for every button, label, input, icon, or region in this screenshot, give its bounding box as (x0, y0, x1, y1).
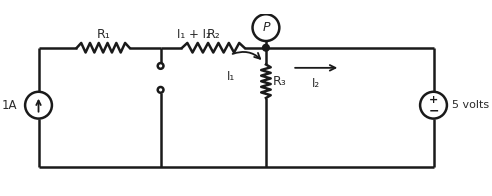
Circle shape (263, 44, 269, 51)
Text: R₂: R₂ (207, 28, 220, 41)
Text: +: + (429, 95, 438, 105)
Text: R₁: R₁ (96, 28, 110, 41)
Text: −: − (428, 104, 439, 117)
Text: P: P (262, 21, 270, 34)
Text: I₁ + I₂: I₁ + I₂ (177, 28, 211, 41)
Text: 5 volts: 5 volts (452, 100, 489, 110)
Text: I₂: I₂ (312, 77, 320, 90)
Text: I₁: I₁ (227, 70, 236, 83)
Text: 1A: 1A (1, 99, 17, 112)
Text: R₃: R₃ (273, 75, 287, 88)
